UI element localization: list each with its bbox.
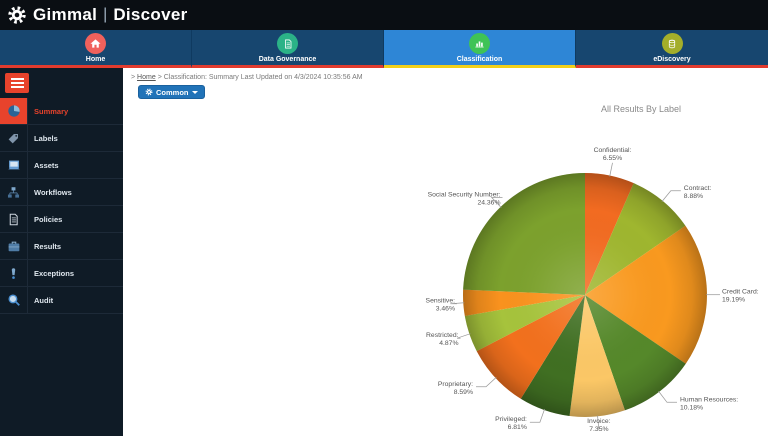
hamburger-menu-button[interactable] (5, 73, 29, 93)
slice-label: Proprietary: 8.59% (438, 381, 473, 396)
sidebar-item-audit[interactable]: Audit (0, 287, 123, 314)
pie-chart-icon (0, 98, 28, 124)
slice-label: Social Security Number: 24.36% (428, 192, 501, 207)
breadcrumb-separator: > (157, 74, 162, 81)
slice-leader-line (661, 190, 681, 202)
slice-label: Credit Card: 19.19% (722, 289, 759, 304)
slice-leader-line (490, 197, 503, 208)
tab-label: Classification (456, 56, 503, 63)
slice-label: Privileged: 6.81% (495, 416, 527, 431)
slice-leader-line (658, 390, 677, 403)
tab-ediscovery[interactable]: eDiscovery (576, 30, 768, 68)
slice-label: Sensitive: 3.46% (426, 298, 456, 313)
sidebar-item-label: Exceptions (34, 268, 75, 278)
sidebar-item-label: Policies (34, 214, 63, 224)
document-icon (0, 206, 28, 232)
slice-label: Human Resources: 10.18% (680, 396, 738, 411)
sidebar: Summary Labels Assets (0, 68, 123, 436)
tab-data-governance[interactable]: Data Governance (192, 30, 384, 68)
gear-icon (145, 88, 153, 96)
sidebar-item-workflows[interactable]: Workflows (0, 179, 123, 206)
slice-leader-line (597, 415, 600, 430)
slice-leader-line (450, 302, 465, 305)
laptop-icon (0, 152, 28, 178)
sidebar-item-policies[interactable]: Policies (0, 206, 123, 233)
sidebar-item-label: Workflows (34, 187, 72, 197)
brand-primary: Gimmal (33, 5, 98, 24)
gear-logo-icon (7, 5, 27, 25)
tab-label: eDiscovery (653, 56, 691, 63)
tab-label: Home (85, 56, 106, 63)
top-bar: Gimmal | Discover (0, 0, 768, 30)
slice-label: Restricted: 4.87% (426, 332, 459, 347)
slice-label: Contract: 8.88% (684, 185, 712, 200)
slice-leader-line (476, 377, 497, 388)
breadcrumb-home-link[interactable]: Home (137, 74, 156, 81)
common-dropdown-button[interactable]: Common (138, 85, 205, 99)
breadcrumb-text: Classification: Summary Last Updated on … (163, 74, 363, 81)
chart-title: All Results By Label (600, 104, 682, 114)
home-icon (85, 33, 106, 54)
database-icon (661, 33, 683, 54)
slice-leader-line (456, 333, 471, 339)
breadcrumb-prefix: > (131, 74, 136, 81)
breadcrumb: > Home > Classification: Summary Last Up… (131, 74, 363, 81)
module-navbar: Home Data Governance Classification (0, 30, 768, 68)
pie-chart: Confidential: 6.55% Contract: 8.88% Credit C… (418, 118, 766, 434)
workflow-icon (0, 179, 28, 205)
slice-leader-line (609, 162, 613, 177)
tab-label: Data Governance (258, 56, 317, 63)
sidebar-item-label: Summary (34, 106, 69, 116)
chevron-down-icon (191, 90, 198, 94)
sidebar-item-label: Assets (34, 160, 59, 170)
sidebar-item-assets[interactable]: Assets (0, 152, 123, 179)
tag-icon (0, 125, 28, 151)
sidebar-item-summary[interactable]: Summary (0, 98, 123, 125)
briefcase-icon (0, 233, 28, 259)
tab-home[interactable]: Home (0, 30, 192, 68)
sidebar-item-results[interactable]: Results (0, 233, 123, 260)
exclamation-icon (0, 260, 28, 286)
brand-secondary: Discover (113, 5, 188, 24)
slice-label: Invoice: 7.35% (587, 418, 611, 433)
brand-separator: | (103, 6, 108, 23)
slice-label: Confidential: 6.55% (594, 147, 632, 162)
search-icon (0, 287, 28, 313)
sidebar-item-labels[interactable]: Labels (0, 125, 123, 152)
common-button-label: Common (156, 87, 189, 97)
slice-leader-line (529, 408, 545, 423)
tab-classification[interactable]: Classification (384, 30, 576, 68)
main-content: > Home > Classification: Summary Last Up… (123, 68, 768, 436)
sidebar-item-exceptions[interactable]: Exceptions (0, 260, 123, 287)
sidebar-item-label: Results (34, 241, 62, 251)
bar-chart-icon (469, 33, 490, 54)
sidebar-item-label: Labels (34, 133, 58, 143)
sidebar-item-label: Audit (34, 295, 54, 305)
document-icon (277, 33, 298, 54)
